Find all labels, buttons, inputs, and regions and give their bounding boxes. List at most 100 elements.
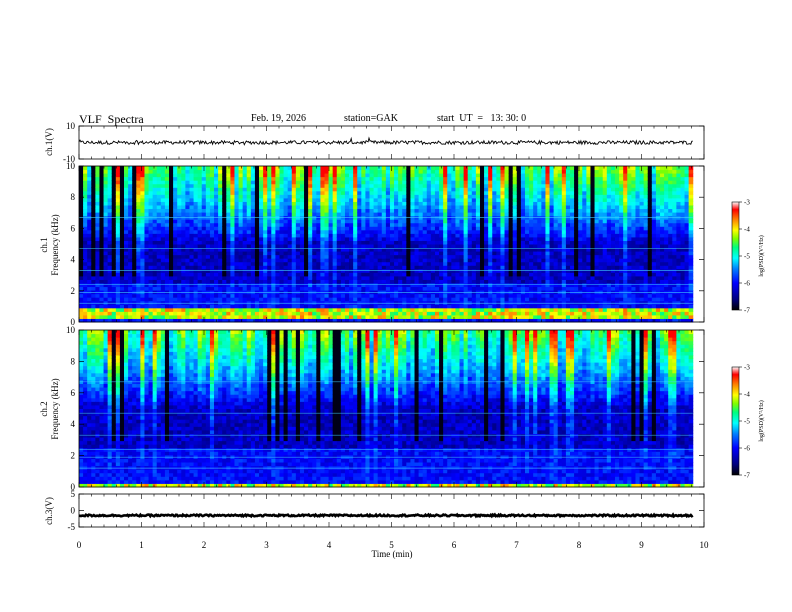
ch1-spectrogram-cell bbox=[422, 194, 428, 199]
ch1-spectrogram-cell bbox=[242, 297, 248, 302]
ch1-spectrogram-cell bbox=[279, 190, 285, 195]
ch1-spectrogram-cell bbox=[124, 311, 129, 316]
ch1-spectrogram-cell bbox=[529, 247, 534, 252]
ch1-spectrogram-cell bbox=[320, 169, 325, 174]
ch1-spectrogram-cell bbox=[426, 286, 432, 291]
ch1-spectrogram-cell bbox=[95, 311, 100, 316]
ch1-spectrogram-cell bbox=[209, 222, 215, 227]
ch1-spectrogram-cell bbox=[242, 166, 248, 171]
ch1-spectrogram-cell bbox=[455, 286, 461, 291]
ch1-spectrogram-cell bbox=[443, 318, 448, 323]
ch1-spectrogram-cell bbox=[287, 247, 293, 252]
ch1-spectrogram-cell bbox=[328, 240, 334, 245]
ch1-spectrogram-cell bbox=[529, 275, 534, 280]
ch1-spectrogram-cell bbox=[283, 222, 289, 227]
ch1-spectrogram-cell bbox=[316, 194, 321, 199]
ch1-spectrogram-cell bbox=[496, 240, 501, 245]
ch1-spectrogram-cell bbox=[197, 304, 203, 309]
ch1-spectrogram-cell bbox=[83, 307, 88, 312]
ch1-spectrogram-cell bbox=[455, 205, 461, 210]
ch1-spectrogram-cell bbox=[295, 300, 301, 305]
ch1-spectrogram-cell bbox=[91, 236, 96, 241]
ch1-spectrogram-cell bbox=[136, 251, 141, 256]
ch1-spectrogram-cell bbox=[463, 247, 469, 252]
ch1-spectrogram-cell bbox=[467, 314, 473, 319]
ch1-spectrogram-cell bbox=[357, 226, 362, 231]
ch1-spectrogram-cell bbox=[422, 254, 428, 259]
ch1-spectrogram-cell bbox=[516, 293, 522, 298]
ch1-spectrogram-cell bbox=[242, 212, 248, 217]
ch1-spectrogram-cell bbox=[214, 258, 219, 263]
ch1-spectrogram-cell bbox=[222, 176, 227, 181]
ch1-spectrogram-cell bbox=[377, 258, 383, 263]
ch1-spectrogram-cell bbox=[414, 180, 420, 185]
ch1-spectrogram-cell bbox=[107, 229, 113, 234]
ch1-spectrogram-cell bbox=[524, 169, 530, 174]
ch1-spectrogram-cell bbox=[160, 176, 166, 181]
ch1-spectrogram-cell bbox=[344, 311, 350, 316]
ch1-spectrogram-cell bbox=[111, 286, 117, 291]
ch1-spectrogram-cell bbox=[381, 208, 387, 213]
ch1-spectrogram-cell bbox=[479, 304, 485, 309]
ch1-spectrogram-cell bbox=[529, 307, 534, 312]
ch1-spectrogram-cell bbox=[271, 275, 276, 280]
ch1-spectrogram-cell bbox=[107, 307, 113, 312]
ch1-spectrogram-cell bbox=[447, 293, 452, 298]
ch1-spectrogram-cell bbox=[299, 307, 305, 312]
ch1-spectrogram-cell bbox=[508, 176, 514, 181]
ch1-spectrogram-cell bbox=[164, 222, 170, 227]
ch1-spectrogram-cell bbox=[103, 307, 109, 312]
ch1-spectrogram-cell bbox=[295, 219, 301, 224]
ch1-spectrogram-cell bbox=[336, 233, 342, 238]
ch1-spectrogram-cell bbox=[226, 219, 231, 224]
ch1-spectrogram-cell bbox=[524, 254, 530, 259]
ch1-spectrogram-cell bbox=[369, 254, 375, 259]
ch1-spectrogram-cell bbox=[79, 229, 84, 234]
ch1-spectrogram-cell bbox=[479, 247, 485, 252]
ch1-spectrogram-cell bbox=[83, 219, 88, 224]
ch1-spectrogram-cell bbox=[492, 190, 497, 195]
ch1-spectrogram-cell bbox=[488, 297, 493, 302]
ch1-spectrogram-cell bbox=[422, 318, 428, 323]
ch1-spectrogram-cell bbox=[132, 219, 137, 224]
ch1-spectrogram-cell bbox=[242, 176, 248, 181]
ch1-spectrogram-cell bbox=[406, 229, 411, 234]
ch1-spectrogram-cell bbox=[381, 180, 387, 185]
ch1-spectrogram-cell bbox=[254, 183, 260, 188]
ch1-spectrogram-cell bbox=[434, 222, 440, 227]
ch1-spectrogram-cell bbox=[447, 251, 452, 256]
ch1-spectrogram-cell bbox=[451, 166, 456, 171]
ch1-spectrogram-cell bbox=[267, 166, 272, 171]
ch1-spectrogram-cell bbox=[295, 318, 301, 323]
ch1-spectrogram-cell bbox=[520, 229, 526, 234]
ch1-spectrogram-cell bbox=[524, 236, 530, 241]
ch1-spectrogram-cell bbox=[394, 166, 399, 171]
ch1-spectrogram-cell bbox=[434, 293, 440, 298]
ch1-spectrogram-cell bbox=[475, 226, 481, 231]
ch1-spectrogram-cell bbox=[524, 180, 530, 185]
ch1-spectrogram-cell bbox=[136, 240, 141, 245]
ch1-spectrogram-cell bbox=[484, 293, 489, 298]
ch1-spectrogram-cell bbox=[169, 233, 174, 238]
station-label: station=GAK bbox=[344, 113, 398, 124]
ch1-spectrogram-cell bbox=[79, 233, 84, 238]
ch1-spectrogram-cell bbox=[381, 251, 387, 256]
ch1-spectrogram-cell bbox=[291, 222, 297, 227]
ch1-spectrogram-cell bbox=[87, 226, 92, 231]
ch1-spectrogram-cell bbox=[504, 180, 510, 185]
ch1-spectrogram-cell bbox=[263, 166, 268, 171]
ch1-spectrogram-cell bbox=[119, 183, 125, 188]
ch1-spectrogram-cell bbox=[279, 261, 285, 266]
ch1-spectrogram-cell bbox=[475, 180, 481, 185]
ch1-spectrogram-cell bbox=[377, 212, 383, 217]
ch1-spectrogram-cell bbox=[492, 311, 497, 316]
ch1-spectrogram-cell bbox=[406, 297, 411, 302]
ch1-spectrogram-cell bbox=[353, 307, 358, 312]
ch1-spectrogram-cell bbox=[332, 240, 338, 245]
ch1-spectrogram-cell bbox=[430, 208, 436, 213]
ch1-spectrogram-cell bbox=[263, 201, 268, 206]
ch1-spectrogram-cell bbox=[279, 318, 285, 323]
ch1-spectrogram-cell bbox=[336, 314, 342, 319]
ch1-spectrogram-cell bbox=[328, 208, 334, 213]
ch1-spectrogram-cell bbox=[115, 173, 121, 178]
